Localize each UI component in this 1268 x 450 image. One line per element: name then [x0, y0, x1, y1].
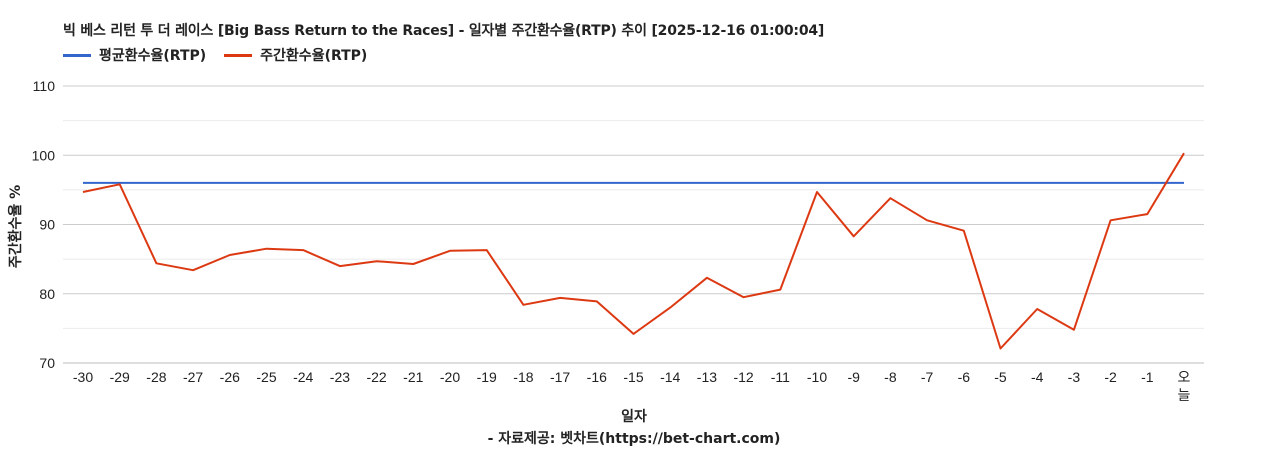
x-tick-label: -3 — [1068, 369, 1081, 385]
y-tick-label: 90 — [39, 217, 55, 233]
legend-label-average: 평균환수율(RTP) — [99, 48, 207, 64]
x-tick-label: -14 — [660, 369, 680, 385]
x-tick-label: -13 — [697, 369, 717, 385]
x-tick-label: -26 — [220, 369, 240, 385]
x-tick-label: -7 — [921, 369, 934, 385]
legend-item-average[interactable]: 평균환수율(RTP) — [63, 45, 206, 65]
x-tick-label: -17 — [550, 369, 570, 385]
x-tick-label: -4 — [1031, 369, 1044, 385]
legend-swatch-average — [63, 53, 91, 57]
x-tick-label: -24 — [293, 369, 313, 385]
x-tick-label: -20 — [440, 369, 460, 385]
x-tick-label: -8 — [884, 369, 897, 385]
x-axis-title: 일자 — [621, 409, 647, 425]
x-tick-label: -1 — [1141, 369, 1154, 385]
x-tick-label: -12 — [733, 369, 753, 385]
x-tick-label: -23 — [330, 369, 350, 385]
legend-label-weekly: 주간환수율(RTP) — [260, 48, 368, 64]
y-tick-label: 70 — [39, 355, 55, 371]
x-tick-label: -30 — [73, 369, 93, 385]
x-tick-label: -11 — [771, 369, 790, 385]
y-tick-label: 110 — [33, 78, 56, 94]
x-tick-label: -2 — [1104, 369, 1117, 385]
weekly-rtp-line[interactable] — [82, 152, 1185, 350]
x-tick-label: -25 — [256, 369, 276, 385]
x-tick-label: -5 — [994, 369, 1007, 385]
x-tick-label: -28 — [146, 369, 166, 385]
x-tick-label: -29 — [110, 369, 130, 385]
y-axis-title: 주간환수율 % — [7, 185, 24, 268]
legend-swatch-weekly — [224, 53, 253, 57]
x-tick-label: -18 — [513, 369, 533, 385]
y-tick-label: 100 — [32, 147, 56, 163]
x-tick-label: -22 — [366, 369, 386, 385]
y-tick-label: 80 — [39, 286, 55, 302]
x-tick-label: -27 — [183, 369, 203, 385]
x-tick-label: -9 — [847, 369, 860, 385]
x-tick-label: -10 — [807, 369, 827, 385]
x-tick-label: -21 — [403, 369, 423, 385]
x-tick-label: 오 — [1178, 369, 1191, 385]
data-credit: - 자료제공: 벳차트(https://bet-chart.com) — [487, 431, 781, 447]
chart-title: 빅 베스 리턴 투 더 레이스 [Big Bass Return to the … — [63, 23, 825, 39]
x-tick-label: -15 — [623, 369, 643, 385]
x-tick-label: -16 — [587, 369, 607, 385]
x-tick-label: -6 — [958, 369, 971, 385]
legend-item-weekly[interactable]: 주간환수율(RTP) — [224, 45, 367, 65]
x-tick-label: -19 — [477, 369, 497, 385]
x-tick-label: 늘 — [1178, 387, 1191, 403]
legend: 평균환수율(RTP) 주간환수율(RTP) — [63, 45, 385, 65]
